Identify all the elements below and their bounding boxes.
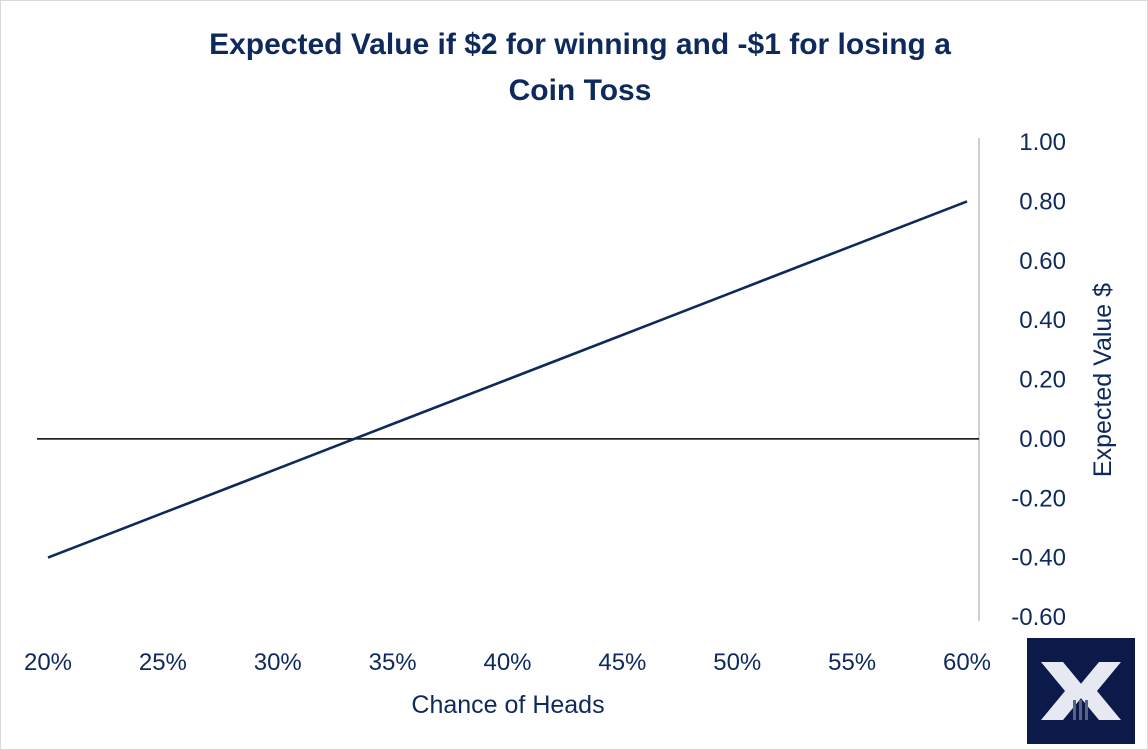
- x-tick-label: 60%: [943, 649, 991, 676]
- y-tick-label: 1.00: [1019, 129, 1066, 156]
- y-tick-label: 0.40: [1019, 307, 1066, 334]
- x-logo-icon: [1041, 662, 1121, 720]
- series-line-0: [47, 200, 968, 559]
- chart-title-line-2: Coin Toss: [508, 74, 652, 107]
- y-axis-title: Expected Value $: [1089, 283, 1117, 477]
- y-tick-label: -0.40: [1011, 545, 1066, 572]
- y-tick-label: -0.20: [1011, 485, 1066, 512]
- x-tick-label: 30%: [254, 649, 302, 676]
- y-tick-label: 0.20: [1019, 367, 1066, 394]
- brand-logo: [1027, 638, 1135, 744]
- chart-title-line-1: Expected Value if $2 for winning and -$1…: [209, 28, 951, 61]
- x-tick-label: 55%: [828, 649, 876, 676]
- x-tick-label: 25%: [139, 649, 187, 676]
- x-tick-label: 40%: [483, 649, 531, 676]
- y-tick-label: 0.60: [1019, 248, 1066, 275]
- x-tick-label: 45%: [598, 649, 646, 676]
- y-tick-label: 0.00: [1019, 426, 1066, 453]
- chart-title: Expected Value if $2 for winning and -$1…: [90, 22, 1070, 114]
- x-tick-label: 20%: [24, 649, 72, 676]
- y-tick-label: -0.60: [1011, 604, 1066, 631]
- y-tick-label: 0.80: [1019, 188, 1066, 215]
- x-tick-label: 50%: [713, 649, 761, 676]
- x-axis-title: Chance of Heads: [411, 691, 604, 719]
- x-tick-label: 35%: [369, 649, 417, 676]
